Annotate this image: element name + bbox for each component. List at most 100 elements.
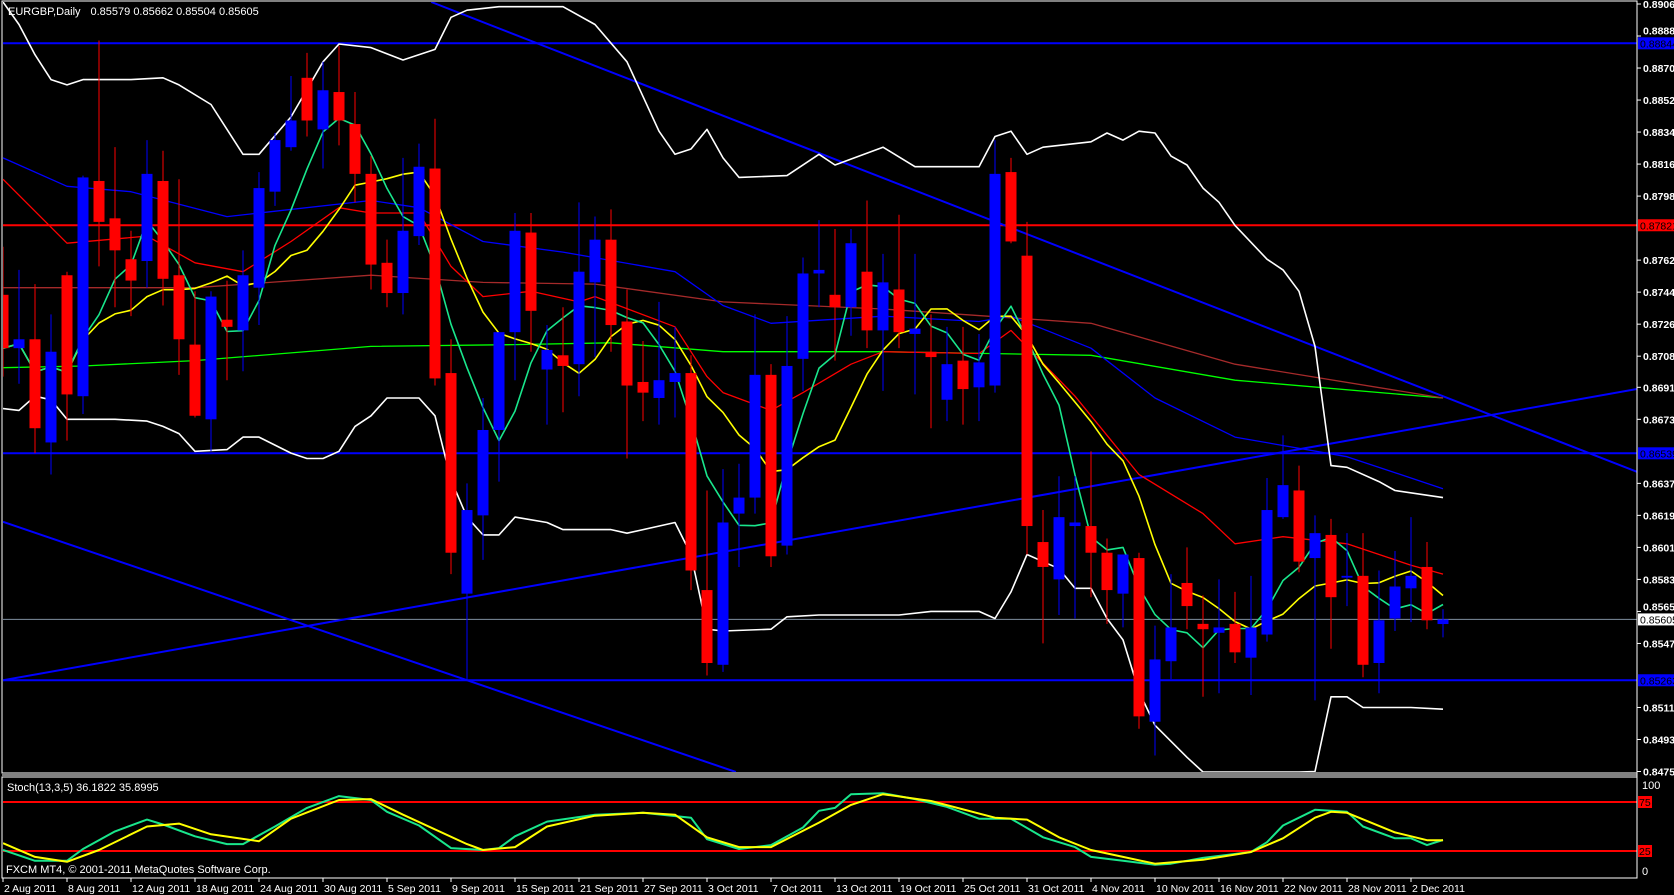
bullish-candle[interactable] <box>317 61 329 169</box>
bearish-candle[interactable] <box>189 291 201 418</box>
bullish-candle[interactable] <box>941 326 953 422</box>
bearish-candle[interactable] <box>765 364 777 567</box>
bullish-candle[interactable] <box>669 326 681 418</box>
bearish-candle[interactable] <box>157 150 169 306</box>
bearish-candle[interactable] <box>301 52 313 137</box>
bullish-candle[interactable] <box>1165 574 1177 680</box>
date-axis[interactable]: 2 Aug 2011 8 Aug 2011 12 Aug 2011 18 Aug 20… <box>2 878 1465 895</box>
bearish-candle[interactable] <box>109 147 121 308</box>
bullish-candle[interactable] <box>477 397 489 560</box>
bullish-candle[interactable] <box>285 76 297 151</box>
bullish-candle[interactable] <box>653 301 665 425</box>
bearish-candle[interactable] <box>3 246 9 377</box>
bearish-candle[interactable] <box>61 271 73 441</box>
bearish-candle[interactable] <box>333 45 345 146</box>
bearish-candle[interactable] <box>1197 595 1209 697</box>
bearish-candle[interactable] <box>1325 518 1337 649</box>
bearish-candle[interactable] <box>1085 451 1097 598</box>
bullish-candle[interactable] <box>13 269 25 384</box>
bearish-candle[interactable] <box>221 280 233 381</box>
bullish-candle[interactable] <box>1117 554 1129 628</box>
bullish-candle[interactable] <box>797 257 809 391</box>
bullish-candle[interactable] <box>141 140 153 288</box>
bearish-candle[interactable] <box>685 355 697 591</box>
bearish-candle[interactable] <box>957 326 969 425</box>
bearish-candle[interactable] <box>173 179 185 375</box>
current-price-label: 0.85605 <box>1640 614 1674 626</box>
bullish-candle[interactable] <box>717 469 729 672</box>
bullish-candle[interactable] <box>1277 435 1289 519</box>
bearish-candle[interactable] <box>701 490 713 676</box>
bullish-candle[interactable] <box>781 316 793 555</box>
bearish-candle[interactable] <box>1101 538 1113 624</box>
bearish-candle[interactable] <box>349 92 361 203</box>
bearish-candle[interactable] <box>605 209 617 352</box>
bullish-candle[interactable] <box>1309 515 1321 701</box>
bullish-candle[interactable] <box>1437 609 1449 638</box>
bullish-candle[interactable] <box>493 332 505 482</box>
level-price-box <box>1638 447 1674 460</box>
bullish-candle[interactable] <box>413 143 425 246</box>
bearish-candle[interactable] <box>1133 552 1145 729</box>
bearish-candle[interactable] <box>1357 533 1369 678</box>
bullish-candle[interactable] <box>45 314 57 475</box>
bullish-candle[interactable] <box>509 212 521 381</box>
bullish-candle[interactable] <box>1245 575 1257 696</box>
bullish-candle[interactable] <box>589 216 601 358</box>
trendline[interactable] <box>430 2 1637 473</box>
trendline[interactable] <box>3 388 1637 682</box>
bullish-candle[interactable] <box>205 291 217 452</box>
bullish-candle[interactable] <box>1069 476 1081 619</box>
bearish-candle[interactable] <box>637 341 649 422</box>
bearish-candle[interactable] <box>1037 510 1049 644</box>
bullish-candle[interactable] <box>973 333 985 422</box>
bullish-candle[interactable] <box>1373 570 1385 694</box>
bearish-candle[interactable] <box>29 284 41 454</box>
bullish-candle[interactable] <box>77 175 89 414</box>
bearish-candle[interactable] <box>621 289 633 459</box>
candle-body <box>813 269 825 274</box>
bullish-candle[interactable] <box>397 157 409 315</box>
bullish-candle[interactable] <box>1149 625 1161 756</box>
bearish-candle[interactable] <box>1421 542 1433 630</box>
bearish-candle[interactable] <box>525 212 537 352</box>
bearish-candle[interactable] <box>557 307 569 413</box>
bearish-candle[interactable] <box>429 118 441 386</box>
trendline[interactable] <box>3 520 737 772</box>
bullish-candle[interactable] <box>845 229 857 336</box>
bearish-candle[interactable] <box>829 229 841 361</box>
bullish-candle[interactable] <box>541 325 553 425</box>
bearish-candle[interactable] <box>1229 591 1241 664</box>
bearish-candle[interactable] <box>1005 157 1017 244</box>
bullish-candle[interactable] <box>813 220 825 308</box>
bullish-candle[interactable] <box>1053 476 1065 615</box>
bullish-candle[interactable] <box>909 253 921 395</box>
bearish-candle[interactable] <box>93 40 105 267</box>
bearish-candle[interactable] <box>381 239 393 308</box>
bullish-candle[interactable] <box>749 314 761 514</box>
bullish-candle[interactable] <box>1341 533 1353 607</box>
bullish-candle[interactable] <box>1213 579 1225 694</box>
bullish-candle[interactable] <box>1405 517 1417 623</box>
bearish-candle[interactable] <box>893 214 905 349</box>
bullish-candle[interactable] <box>877 253 889 391</box>
bearish-candle[interactable] <box>445 339 457 575</box>
price-axis[interactable]: 0.89065 0.88885 0.88705 0.88525 0.88345 0.881… <box>1636 0 1674 878</box>
bullish-candle[interactable] <box>573 202 585 397</box>
bearish-candle[interactable] <box>1181 547 1193 630</box>
bullish-candle[interactable] <box>989 140 1001 393</box>
bullish-candle[interactable] <box>1389 550 1401 631</box>
bullish-candle[interactable] <box>461 483 473 681</box>
bullish-candle[interactable] <box>269 132 281 206</box>
bullish-candle[interactable] <box>253 172 265 326</box>
bearish-candle[interactable] <box>1293 465 1305 573</box>
bearish-candle[interactable] <box>125 230 137 317</box>
bullish-candle[interactable] <box>733 463 745 567</box>
bearish-candle[interactable] <box>1021 221 1033 555</box>
bullish-candle[interactable] <box>237 250 249 372</box>
bullish-candle[interactable] <box>1261 478 1273 642</box>
bearish-candle[interactable] <box>861 200 873 349</box>
bearish-candle[interactable] <box>925 314 937 429</box>
bearish-candle[interactable] <box>365 156 377 290</box>
